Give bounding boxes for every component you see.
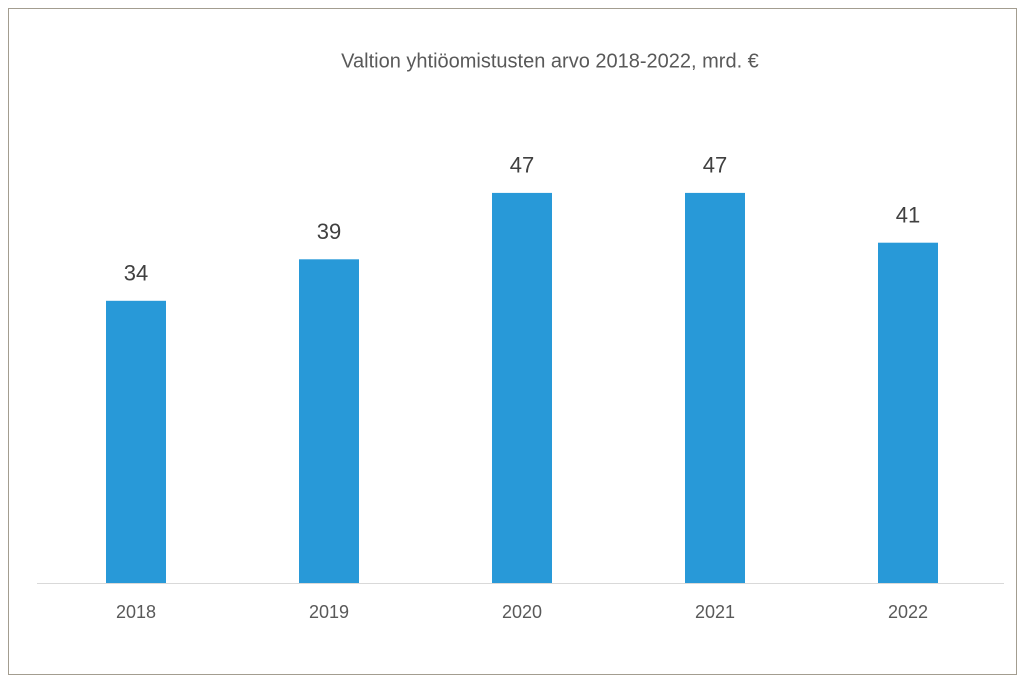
x-tick-label: 2018	[116, 602, 156, 622]
x-tick-label: 2021	[695, 602, 735, 622]
bar	[492, 192, 552, 583]
data-label: 47	[510, 153, 534, 178]
data-label: 47	[703, 153, 727, 178]
x-tick-label: 2020	[502, 602, 542, 622]
chart-title: Valtion yhtiöomistusten arvo 2018-2022, …	[341, 50, 759, 72]
bar	[878, 242, 938, 583]
bar	[685, 192, 745, 583]
x-tick-label: 2022	[888, 602, 928, 622]
data-label: 41	[896, 203, 920, 228]
x-tick-label: 2019	[309, 602, 349, 622]
data-label: 39	[317, 219, 341, 244]
data-label: 34	[124, 261, 148, 286]
bar	[106, 300, 166, 583]
bar	[299, 259, 359, 583]
